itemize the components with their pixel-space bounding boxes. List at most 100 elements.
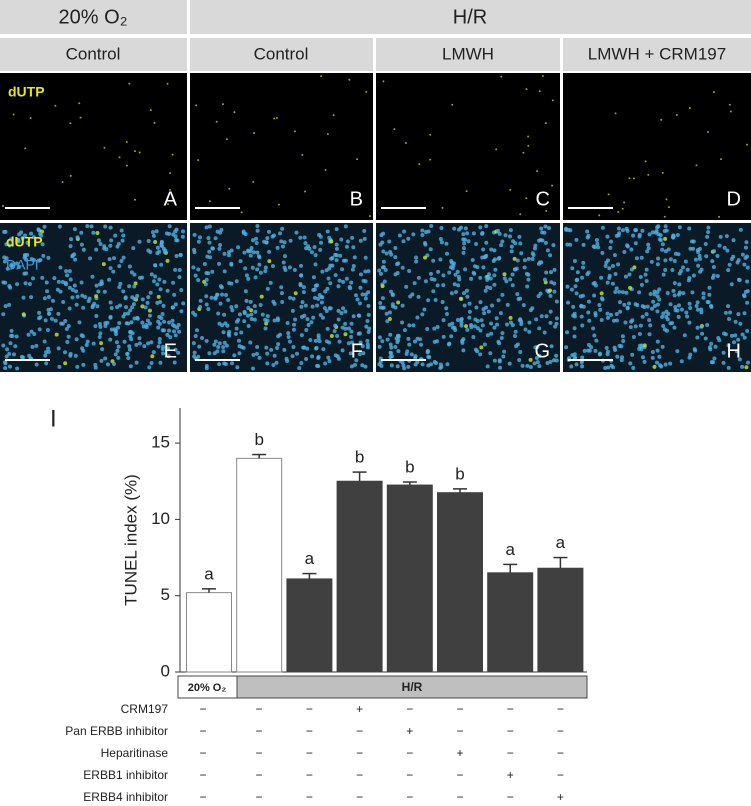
cell	[81, 348, 86, 353]
cell	[617, 343, 622, 348]
cell	[624, 290, 629, 295]
cell	[280, 226, 285, 231]
cell	[354, 358, 359, 363]
cell	[113, 233, 118, 238]
cell	[218, 242, 223, 247]
cell	[225, 138, 228, 141]
cell	[138, 151, 141, 154]
cell	[226, 253, 231, 258]
cell	[270, 263, 275, 268]
cell	[73, 353, 78, 358]
cell	[178, 252, 183, 257]
significance-letter: a	[505, 540, 515, 559]
cell	[333, 353, 338, 358]
cell	[29, 329, 34, 334]
cell	[744, 365, 749, 370]
cell	[215, 292, 220, 297]
cell	[565, 330, 570, 335]
cell	[271, 363, 276, 368]
cell	[712, 356, 717, 361]
cell	[159, 316, 164, 321]
cell	[208, 200, 211, 203]
cell	[501, 354, 506, 359]
cell	[305, 346, 310, 351]
cell	[79, 230, 84, 235]
cell	[278, 231, 283, 236]
cell	[695, 300, 700, 305]
cell	[554, 321, 559, 326]
cell	[461, 232, 466, 237]
cell	[329, 334, 334, 339]
cell	[198, 304, 203, 309]
cell	[24, 147, 27, 150]
cell	[29, 116, 32, 119]
cell	[306, 244, 311, 249]
cell	[644, 312, 649, 317]
cell	[444, 306, 449, 311]
cell	[605, 315, 610, 320]
cell	[151, 350, 156, 355]
cell	[736, 277, 741, 282]
cell	[481, 265, 486, 270]
cell	[229, 262, 234, 267]
cell	[472, 324, 477, 329]
cell	[297, 366, 302, 371]
cell	[153, 274, 158, 279]
cell	[318, 312, 323, 317]
cell	[676, 303, 681, 308]
cell	[316, 356, 321, 361]
cell	[687, 275, 692, 280]
cell	[512, 334, 517, 339]
cell	[255, 250, 260, 255]
cell	[333, 323, 338, 328]
cell	[383, 267, 388, 272]
cell	[125, 140, 128, 143]
cell	[197, 235, 202, 240]
cell	[46, 255, 51, 260]
cell	[153, 263, 158, 268]
cell	[527, 329, 532, 334]
cell	[382, 80, 385, 83]
cell	[345, 239, 350, 244]
cell	[336, 356, 341, 361]
cell	[246, 276, 251, 281]
cell	[668, 302, 673, 307]
cell	[736, 258, 741, 263]
cell	[570, 266, 575, 271]
cell	[292, 322, 297, 327]
cell	[98, 282, 103, 287]
cell	[8, 364, 13, 369]
cell	[573, 284, 578, 289]
cell	[253, 275, 258, 280]
cell	[9, 328, 14, 333]
cell	[269, 347, 274, 352]
cell	[250, 238, 255, 243]
cell	[242, 311, 247, 316]
cell	[627, 301, 632, 306]
cell	[671, 233, 676, 238]
cell	[350, 267, 355, 272]
cell	[378, 242, 383, 247]
cell	[668, 361, 673, 366]
cell	[288, 295, 293, 300]
significance-letter: a	[204, 564, 214, 583]
cell	[108, 300, 113, 305]
cell	[709, 341, 714, 346]
cell	[387, 239, 392, 244]
cell	[525, 197, 528, 200]
cell	[250, 265, 255, 270]
cell	[478, 352, 483, 357]
cell	[390, 302, 395, 307]
cell	[606, 365, 611, 370]
cell	[381, 231, 386, 236]
cell	[582, 348, 587, 353]
condition-sign: −	[456, 768, 463, 782]
cell	[537, 364, 542, 369]
cell	[510, 323, 515, 328]
cell	[381, 259, 386, 264]
cell	[95, 231, 100, 236]
cell	[265, 286, 270, 291]
cell	[609, 312, 614, 317]
cell	[267, 259, 272, 264]
cell	[594, 238, 599, 243]
